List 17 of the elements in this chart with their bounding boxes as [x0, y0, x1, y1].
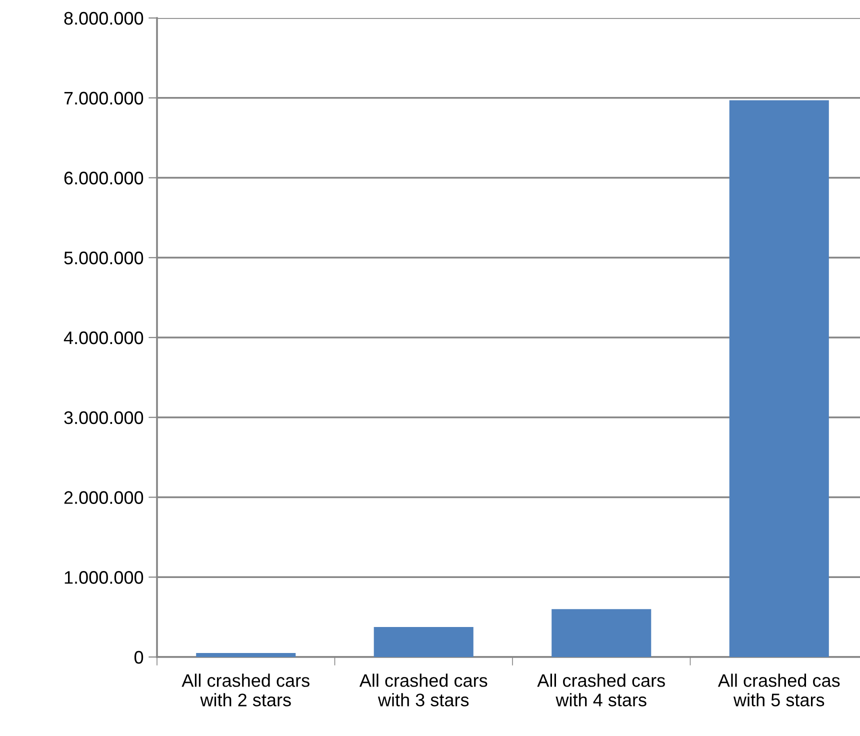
bar	[552, 609, 652, 657]
y-tick-label: 0	[134, 650, 144, 664]
x-tick-label: All crashed cars with 3 stars	[359, 674, 488, 706]
x-tick-label: All crashed cars with 2 stars	[182, 674, 310, 706]
y-tick-label: 8.000.000	[64, 12, 144, 25]
bar	[196, 653, 296, 657]
x-tick-label: All crashed cas with 5 stars	[718, 674, 840, 706]
y-tick-label: 3.000.000	[64, 411, 144, 424]
y-tick-label: 4.000.000	[64, 331, 144, 344]
y-tick-label: 7.000.000	[64, 92, 144, 105]
bar	[374, 627, 474, 657]
y-tick-label: 6.000.000	[64, 172, 144, 184]
y-tick-label: 1.000.000	[64, 571, 144, 584]
bar	[729, 100, 829, 657]
y-tick-label: 2.000.000	[64, 491, 144, 504]
x-tick-label: All crashed cars with 4 stars	[537, 674, 665, 706]
y-tick-label: 5.000.000	[64, 252, 144, 264]
